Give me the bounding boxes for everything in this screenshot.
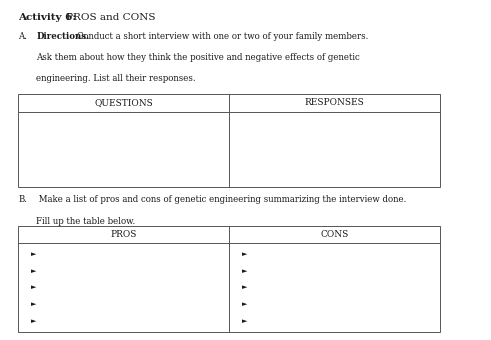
Text: Conduct a short interview with one or two of your family members.: Conduct a short interview with one or tw…	[74, 32, 368, 41]
Text: PROS and CONS: PROS and CONS	[62, 13, 155, 21]
Text: ►: ►	[242, 250, 247, 258]
Text: ►: ►	[31, 300, 36, 308]
Text: PROS: PROS	[110, 230, 136, 239]
Text: RESPONSES: RESPONSES	[304, 98, 364, 107]
Text: ►: ►	[31, 283, 36, 291]
Text: engineering. List all their responses.: engineering. List all their responses.	[36, 74, 196, 83]
Text: B.: B.	[18, 195, 27, 204]
Text: ►: ►	[242, 300, 247, 308]
Bar	[18, 226, 439, 332]
Text: Directions.: Directions.	[36, 32, 89, 41]
Text: Ask them about how they think the positive and negative effects of genetic: Ask them about how they think the positi…	[36, 53, 360, 62]
Text: CONS: CONS	[320, 230, 348, 239]
Bar	[18, 94, 439, 187]
Text: ►: ►	[31, 267, 36, 275]
Text: ►: ►	[242, 267, 247, 275]
Text: ►: ►	[242, 317, 247, 325]
Text: Fill up the table below.: Fill up the table below.	[36, 217, 136, 225]
Text: ►: ►	[242, 283, 247, 291]
Text: Activity 6:: Activity 6:	[18, 13, 77, 21]
Text: QUESTIONS: QUESTIONS	[94, 98, 153, 107]
Text: Make a list of pros and cons of genetic engineering summarizing the interview do: Make a list of pros and cons of genetic …	[36, 195, 407, 204]
Text: ►: ►	[31, 317, 36, 325]
Text: ►: ►	[31, 250, 36, 258]
Text: A.: A.	[18, 32, 27, 41]
